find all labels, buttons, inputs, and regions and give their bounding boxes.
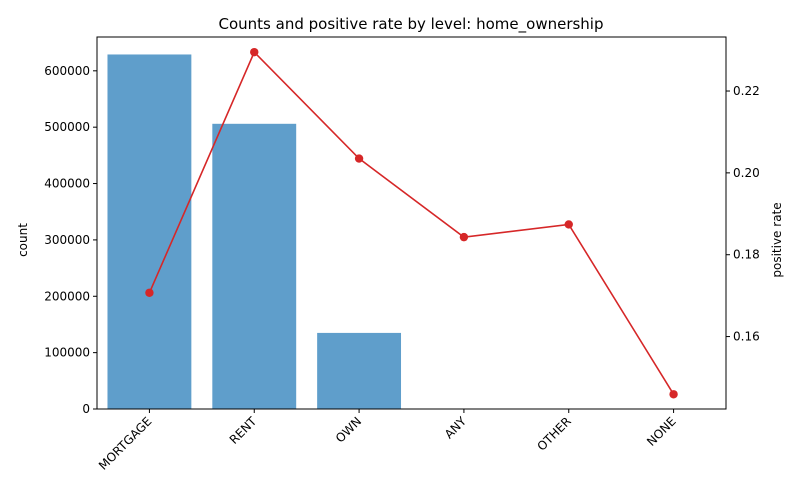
rate-point-mortgage xyxy=(145,288,154,297)
y2-tick-label: 0.16 xyxy=(733,330,760,344)
plot-border xyxy=(96,36,727,410)
y-tick-label: 500000 xyxy=(44,120,90,134)
y2-tick-label: 0.18 xyxy=(733,248,760,262)
x-tick-label-other: OTHER xyxy=(534,414,573,453)
y-axis-right-label: positive rate xyxy=(770,202,784,277)
rate-point-other xyxy=(564,220,573,229)
rate-point-any xyxy=(459,232,469,242)
rate-point-none xyxy=(669,390,678,399)
x-tick-label-none: NONE xyxy=(644,414,679,449)
x-tick-label-mortgage: MORTGAGE xyxy=(96,414,155,473)
y-tick-label: 600000 xyxy=(44,64,90,78)
chart-title: Counts and positive rate by level: home_… xyxy=(219,15,604,34)
bar-own xyxy=(317,332,402,409)
plot-frame xyxy=(96,36,727,410)
y2-tick-label: 0.22 xyxy=(733,84,760,98)
y-tick-label: 200000 xyxy=(44,289,90,303)
y-tick-label: 100000 xyxy=(44,346,90,360)
y-axis-right: 0.16 0.18 0.20 0.22 xyxy=(726,84,760,344)
rate-point-rent xyxy=(250,47,259,57)
y-tick-label: 0 xyxy=(82,402,90,416)
y-tick-label: 300000 xyxy=(44,233,90,247)
x-tick-label-any: ANY xyxy=(442,414,470,442)
y-tick-label: 400000 xyxy=(44,177,90,191)
bar-rent xyxy=(212,123,297,410)
x-tick-label-own: OWN xyxy=(333,414,364,445)
y2-tick-label: 0.20 xyxy=(733,166,760,180)
y-axis-left-label: count xyxy=(16,223,30,257)
bar-series xyxy=(107,54,716,410)
x-tick-label-rent: RENT xyxy=(227,414,260,447)
x-axis: MORTGAGE RENT OWN ANY OTHER NONE xyxy=(96,409,679,473)
rate-line-series xyxy=(145,47,678,399)
bar-mortgage xyxy=(107,54,192,409)
rate-point-own xyxy=(354,154,364,163)
y-axis-left: 0 100000 200000 300000 400000 500000 600000 xyxy=(44,64,97,416)
rate-line xyxy=(148,50,675,395)
